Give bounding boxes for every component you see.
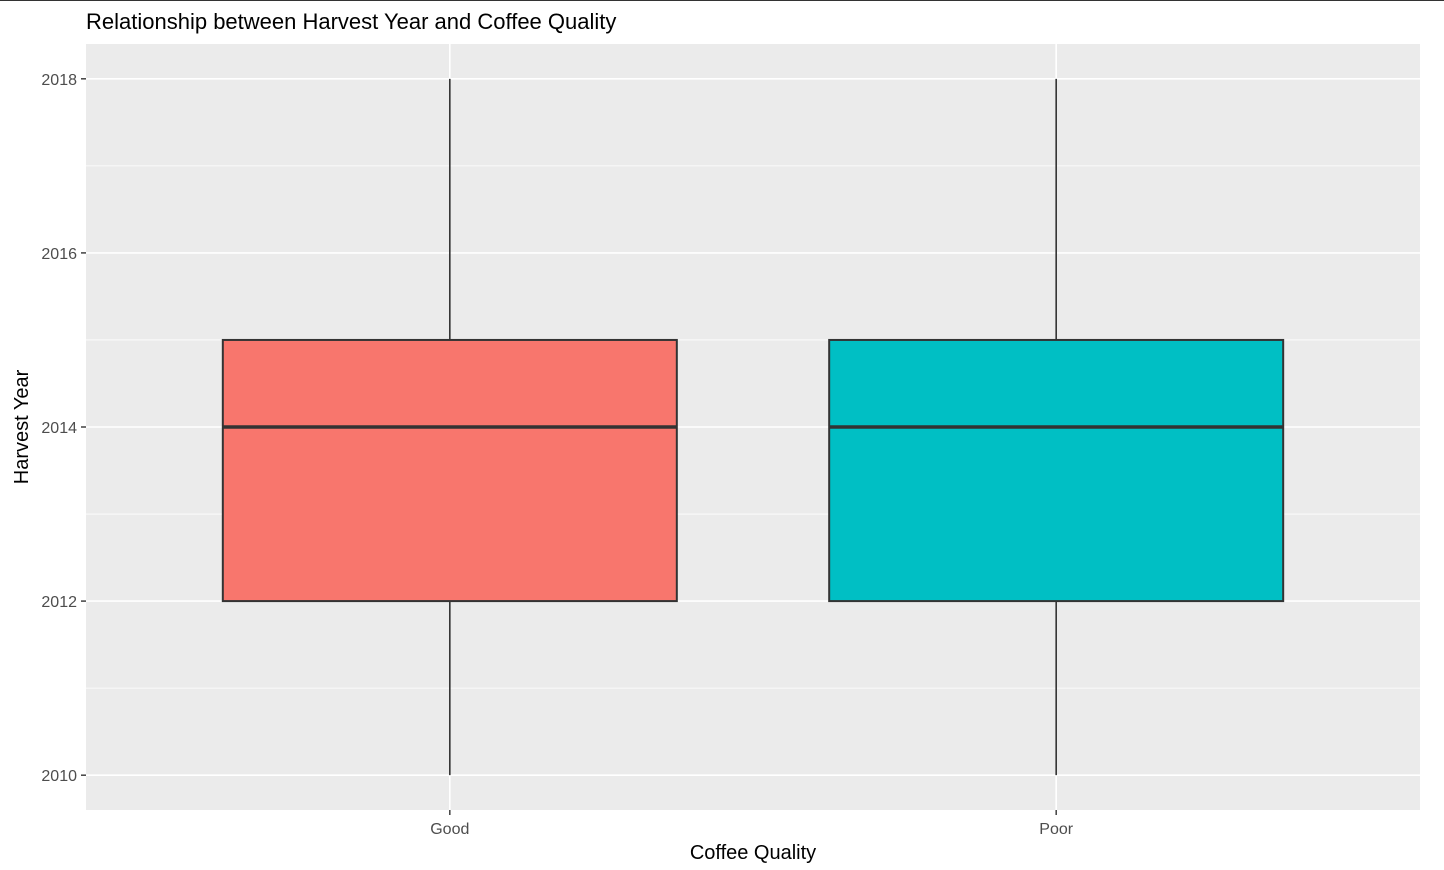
box-good <box>221 78 678 776</box>
box-body <box>828 338 1285 603</box>
y-tick-label: 2010 <box>41 768 77 785</box>
y-tick-label: 2014 <box>41 420 77 437</box>
x-tick-label: Poor <box>1039 821 1073 838</box>
x-axis-title: Coffee Quality <box>690 842 816 864</box>
box-body <box>221 338 678 603</box>
y-axis-title: Harvest Year <box>11 369 33 484</box>
x-tick-label: Good <box>430 821 469 838</box>
y-tick-label: 2016 <box>41 246 77 263</box>
box-poor <box>828 78 1285 776</box>
chart-title: Relationship between Harvest Year and Co… <box>86 9 616 34</box>
y-tick-label: 2018 <box>41 72 77 89</box>
y-tick-label: 2012 <box>41 594 77 611</box>
window-top-border <box>0 0 1444 1</box>
